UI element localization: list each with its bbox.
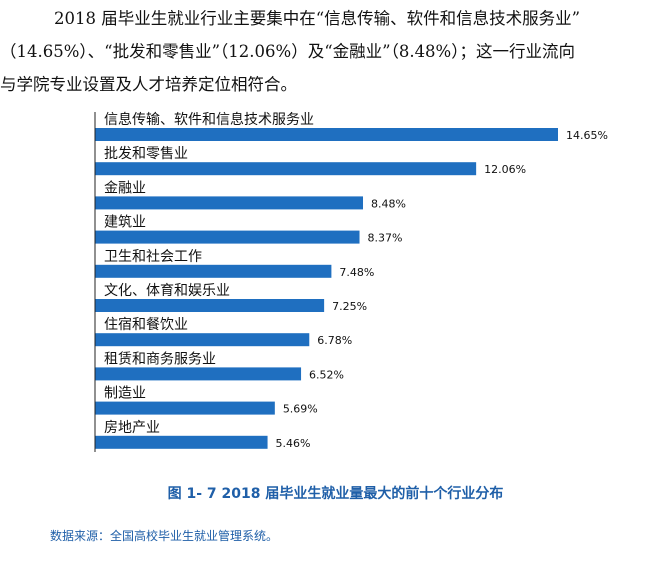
value-label-2: 12.06% [484, 163, 526, 176]
category-label-5: 卫生和社会工作 [104, 249, 202, 265]
category-label-6: 文化、体育和娱乐业 [104, 283, 230, 299]
category-label-10: 房地产业 [104, 420, 160, 436]
bar-7 [95, 333, 310, 347]
category-label-7: 住宿和餐饮业 [104, 316, 188, 333]
bar-6 [95, 299, 325, 312]
bar-5 [95, 264, 332, 278]
category-label-9: 制造业 [104, 386, 146, 402]
value-label-10: 5.46% [276, 437, 311, 450]
value-label-7: 6.78% [317, 334, 352, 347]
paragraph-line-2: （14.65%）、“批发和零售业”（12.06%）及“金融业”（8.48%）；这… [0, 42, 575, 61]
value-label-3: 8.48% [371, 197, 406, 210]
category-label-4: 建筑业 [104, 215, 146, 231]
chart-caption: 图 1- 7 2018 届毕业生就业量最大的前十个行业分布 [167, 486, 504, 502]
bar-4 [95, 230, 360, 244]
value-label-8: 6.52% [309, 368, 344, 381]
value-label-9: 5.69% [283, 403, 318, 416]
bar-9 [95, 401, 275, 415]
bar-8 [95, 367, 302, 381]
paragraph-line-3: 与学院专业设置及人才培养定位相符合。 [0, 75, 297, 94]
category-label-3: 金融业 [104, 180, 146, 196]
bar-2 [95, 162, 477, 176]
category-label-2: 批发和零售业 [104, 146, 188, 162]
bar-10 [95, 435, 268, 449]
value-label-1: 14.65% [566, 129, 608, 142]
value-label-4: 8.37% [368, 232, 403, 245]
paragraph-line-1: 2018 届毕业生就业行业主要集中在“信息传输、软件和信息技术服务业” [54, 9, 581, 28]
value-label-5: 7.48% [339, 266, 374, 279]
bar-1 [95, 128, 558, 141]
data-source-note: 数据来源：全国高校毕业生就业管理系统。 [50, 529, 279, 543]
category-label-8: 租赁和商务服务业 [104, 351, 216, 367]
value-label-6: 7.25% [332, 300, 367, 313]
category-label-1: 信息传输、软件和信息技术服务业 [104, 111, 314, 128]
bar-3 [95, 196, 364, 210]
industry-bar-chart: 信息传输、软件和信息技术服务业 14.65% 批发和零售业 12.06% 金融业 8.48… [94, 111, 608, 452]
